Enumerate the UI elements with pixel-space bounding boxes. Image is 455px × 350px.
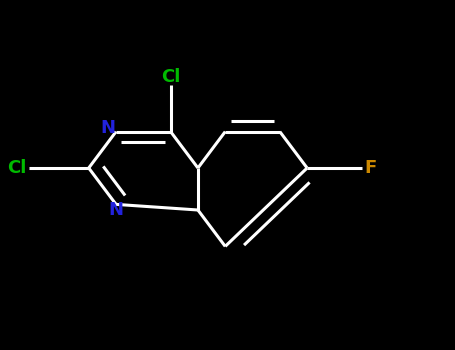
Text: Cl: Cl: [161, 68, 180, 86]
Text: F: F: [365, 159, 377, 177]
Text: Cl: Cl: [8, 159, 27, 177]
Text: N: N: [101, 119, 115, 137]
Text: N: N: [109, 201, 123, 219]
